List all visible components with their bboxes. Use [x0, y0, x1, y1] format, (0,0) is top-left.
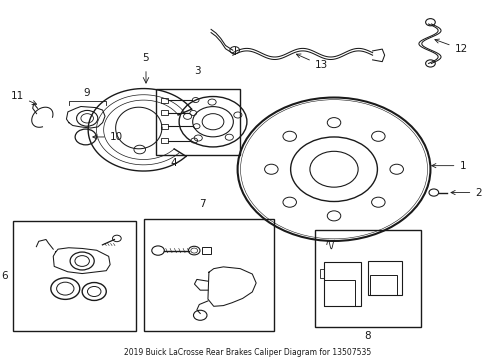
Bar: [161, 111, 167, 116]
Text: 1: 1: [431, 161, 465, 171]
Bar: [161, 138, 167, 143]
Bar: [324, 280, 354, 306]
Bar: [161, 124, 167, 129]
Text: 5: 5: [142, 53, 149, 63]
Bar: [143, 220, 273, 330]
Bar: [314, 230, 420, 327]
Bar: [319, 269, 324, 278]
Text: 4: 4: [170, 158, 177, 168]
Text: 13: 13: [296, 54, 327, 70]
Bar: [13, 221, 136, 330]
Text: 10: 10: [93, 132, 122, 142]
Text: 12: 12: [434, 39, 467, 54]
Text: 6: 6: [1, 271, 8, 281]
Text: 3: 3: [194, 66, 201, 76]
Bar: [202, 247, 211, 254]
Text: 9: 9: [84, 88, 90, 98]
Bar: [155, 89, 240, 155]
Bar: [324, 262, 360, 306]
Text: 7: 7: [199, 199, 205, 209]
Text: 2019 Buick LaCrosse Rear Brakes Caliper Diagram for 13507535: 2019 Buick LaCrosse Rear Brakes Caliper …: [123, 348, 370, 357]
Bar: [369, 275, 396, 295]
Text: 11: 11: [11, 91, 37, 104]
Text: 2: 2: [450, 188, 481, 198]
Text: 8: 8: [364, 330, 370, 341]
Bar: [367, 261, 401, 295]
Bar: [161, 98, 167, 103]
